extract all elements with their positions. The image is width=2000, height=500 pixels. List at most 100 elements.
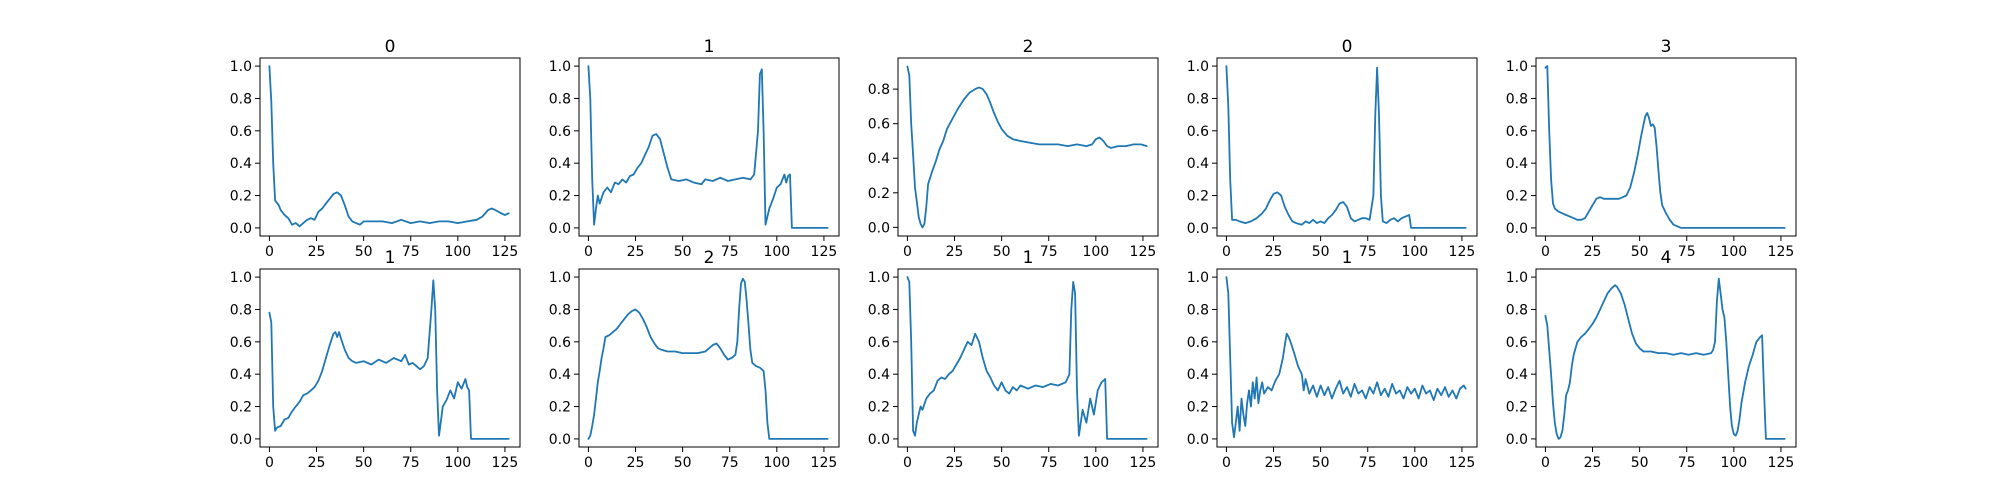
y-tick-label: 1.0	[549, 59, 571, 75]
x-tick-label: 25	[308, 455, 326, 471]
x-tick-label: 50	[1631, 455, 1649, 471]
chart-panel-5: 3 0 25 50 75 100 125 0.0 0.2 0.4 0.6 0.8 1.0	[1506, 37, 1796, 260]
x-tick-label: 125	[1130, 244, 1157, 260]
y-tick-label: 0.8	[868, 82, 890, 98]
y-tick-label: 0.2	[1506, 189, 1528, 205]
y-tick-label: 0.6	[1506, 124, 1528, 140]
x-tick-label: 125	[1130, 455, 1157, 471]
panel-title: 0	[1342, 37, 1353, 57]
y-tick-label: 0.4	[549, 367, 571, 383]
x-tick-label: 100	[763, 455, 790, 471]
x-tick-label: 125	[1768, 455, 1795, 471]
y-tick-label: 0.8	[230, 91, 252, 107]
y-tick-label: 0.4	[1506, 156, 1528, 172]
x-tick-label: 25	[627, 455, 645, 471]
series-line	[269, 66, 508, 226]
y-tick-label: 0.0	[868, 220, 890, 236]
x-tick-label: 75	[1678, 455, 1696, 471]
y-tick-label: 1.0	[230, 59, 252, 75]
x-tick-label: 75	[1359, 244, 1377, 260]
y-tick-label: 0.8	[868, 302, 890, 318]
y-tick-label: 0.4	[230, 156, 252, 172]
plot-frame	[1536, 269, 1796, 447]
y-tick-label: 0.6	[230, 124, 252, 140]
y-tick-label: 0.0	[549, 221, 571, 237]
panel-title: 3	[1661, 37, 1672, 57]
x-tick-label: 0	[584, 455, 593, 471]
chart-panel-3: 2 0 25 50 75 100 125 0.0 0.2 0.4 0.6 0.8	[868, 37, 1158, 260]
chart-panel-4: 0 0 25 50 75 100 125 0.0 0.2 0.4 0.6 0.8 1.0	[1187, 37, 1477, 260]
x-tick-label: 75	[1678, 244, 1696, 260]
panel-title: 2	[704, 248, 715, 268]
x-tick-label: 100	[1720, 455, 1747, 471]
chart-panel-1: 0 0 25 50 75 100 125 0.0 0.2 0.4 0.6 0.8 1.0	[230, 37, 520, 260]
y-tick-label: 0.0	[230, 221, 252, 237]
series-line	[269, 280, 508, 439]
y-tick-label: 0.4	[230, 367, 252, 383]
panel-title: 1	[704, 37, 715, 57]
x-tick-label: 50	[674, 244, 692, 260]
x-tick-label: 75	[402, 455, 420, 471]
y-tick-label: 0.6	[549, 124, 571, 140]
x-tick-label: 75	[1040, 244, 1058, 260]
series-line	[1545, 279, 1784, 439]
y-tick-label: 1.0	[868, 270, 890, 286]
x-tick-label: 25	[1265, 244, 1283, 260]
x-tick-label: 75	[402, 244, 420, 260]
x-tick-label: 125	[1449, 455, 1476, 471]
panel-title: 1	[385, 248, 396, 268]
y-tick-label: 0.6	[1506, 335, 1528, 351]
x-tick-label: 50	[993, 455, 1011, 471]
y-tick-label: 0.4	[868, 367, 890, 383]
panel-title: 0	[385, 37, 396, 57]
chart-panel-9: 10 25 50 75 100 1250.00.20.40.60.81.0	[1187, 248, 1477, 471]
y-tick-label: 0.2	[868, 186, 890, 202]
y-tick-label: 0.2	[1187, 400, 1209, 416]
panel-title: 1	[1023, 248, 1034, 268]
y-tick-label: 1.0	[1506, 59, 1528, 75]
y-tick-label: 0.0	[230, 432, 252, 448]
chart-panel-7: 20 25 50 75 100 1250.00.20.40.60.81.0	[549, 248, 839, 471]
chart-panel-8: 10 25 50 75 100 1250.00.20.40.60.81.0	[868, 248, 1158, 471]
y-tick-label: 0.2	[549, 189, 571, 205]
plot-frame	[898, 269, 1158, 447]
y-tick-label: 0.4	[1187, 367, 1209, 383]
y-tick-label: 0.2	[868, 400, 890, 416]
y-tick-label: 1.0	[1187, 59, 1209, 75]
series-line	[588, 66, 827, 228]
x-tick-label: 75	[1040, 455, 1058, 471]
x-tick-label: 50	[993, 244, 1011, 260]
y-tick-label: 0.0	[1506, 432, 1528, 448]
y-tick-label: 0.4	[1187, 156, 1209, 172]
y-tick-label: 0.8	[1506, 302, 1528, 318]
x-tick-label: 25	[1584, 244, 1602, 260]
x-tick-label: 50	[1312, 455, 1330, 471]
y-tick-label: 0.2	[1187, 189, 1209, 205]
x-tick-label: 0	[265, 455, 274, 471]
x-tick-label: 125	[492, 244, 519, 260]
y-tick-label: 0.6	[230, 335, 252, 351]
y-tick-label: 0.2	[230, 400, 252, 416]
plot-frame	[579, 269, 839, 447]
x-tick-label: 50	[355, 455, 373, 471]
y-tick-label: 0.6	[868, 335, 890, 351]
x-tick-label: 0	[1222, 455, 1231, 471]
panel-title: 2	[1023, 37, 1034, 57]
x-tick-label: 25	[1584, 455, 1602, 471]
x-tick-label: 50	[674, 455, 692, 471]
x-tick-label: 0	[1222, 244, 1231, 260]
y-tick-label: 0.6	[1187, 335, 1209, 351]
y-tick-label: 1.0	[1506, 270, 1528, 286]
y-tick-label: 0.6	[868, 117, 890, 133]
y-tick-label: 0.8	[549, 302, 571, 318]
x-tick-label: 100	[1720, 244, 1747, 260]
x-tick-label: 125	[811, 244, 838, 260]
series-line	[1545, 66, 1784, 228]
x-tick-label: 100	[1401, 244, 1428, 260]
y-tick-label: 0.6	[549, 335, 571, 351]
y-tick-label: 0.8	[549, 91, 571, 107]
panel-title: 1	[1342, 248, 1353, 268]
x-tick-label: 25	[627, 244, 645, 260]
series-line	[1226, 66, 1465, 228]
y-tick-label: 0.8	[1506, 91, 1528, 107]
